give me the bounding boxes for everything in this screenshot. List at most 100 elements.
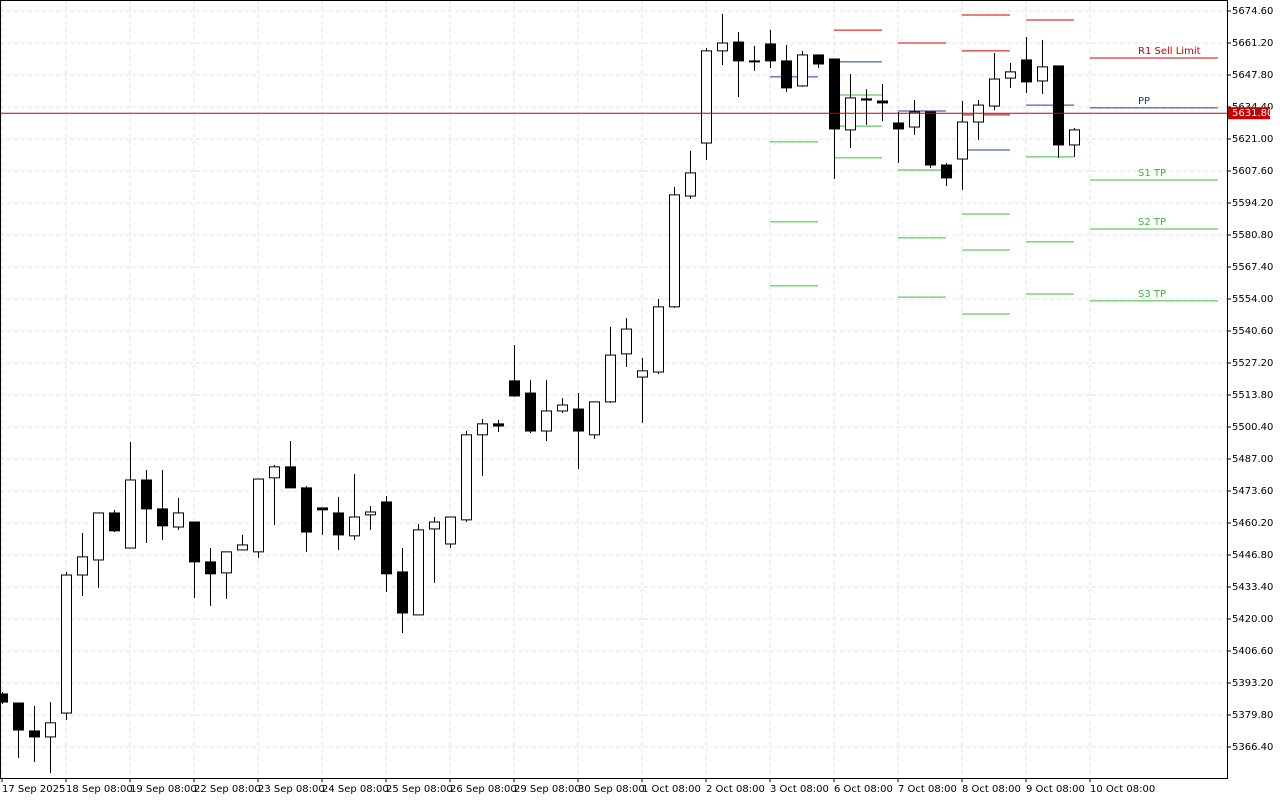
x-tick-label: 23 Sep 08:00: [258, 784, 325, 795]
candle-body: [1005, 71, 1016, 79]
candle-body: [1021, 59, 1032, 83]
candle-body: [141, 479, 152, 510]
candle-body: [909, 111, 920, 128]
y-tick-label: 5379.80: [1232, 710, 1273, 721]
y-tick-label: 5420.00: [1232, 614, 1273, 625]
y-tick-label: 5487.00: [1232, 454, 1273, 465]
y-tick-label: 5661.20: [1232, 38, 1273, 49]
y-tick-label: 5527.20: [1232, 358, 1273, 369]
candle-body: [285, 466, 296, 489]
axes-layer: 5674.605661.205647.805634.405621.005607.…: [0, 6, 1273, 795]
candle-body: [733, 41, 744, 62]
candle-body: [669, 194, 680, 308]
candle-body: [717, 42, 728, 52]
y-tick-label: 5460.20: [1232, 518, 1273, 529]
candle-body: [957, 121, 968, 160]
candle-body: [877, 100, 888, 104]
candles-layer: [0, 13, 1080, 773]
candle-body: [701, 50, 712, 144]
candle-body: [413, 529, 424, 616]
x-tick-label: 24 Sep 08:00: [322, 784, 389, 795]
x-tick-label: 26 Sep 08:00: [450, 784, 517, 795]
candle-body: [685, 172, 696, 197]
candle-body: [109, 512, 120, 532]
levels-layer: R1 Sell Limit PP S1 TP S2 TP S3 TP: [770, 14, 1218, 315]
candle-body: [253, 478, 264, 553]
candle-body: [637, 370, 648, 378]
candle-body: [893, 122, 904, 130]
x-tick-label: 25 Sep 08:00: [386, 784, 453, 795]
candle-body: [93, 512, 104, 561]
y-tick-label: 5500.40: [1232, 422, 1273, 433]
grid-layer: [0, 0, 1227, 778]
candle-body: [861, 98, 872, 101]
y-tick-label: 5621.00: [1232, 134, 1273, 145]
candle-body: [125, 479, 136, 549]
x-tick-label: 9 Oct 08:00: [1026, 784, 1085, 795]
candle-body: [557, 404, 568, 412]
candle-body: [205, 561, 216, 575]
x-tick-label: 2 Oct 08:00: [706, 784, 765, 795]
candle-body: [77, 556, 88, 576]
level-label: PP: [1138, 96, 1150, 107]
candle-body: [621, 328, 632, 355]
candle-body: [829, 58, 840, 130]
y-tick-label: 5580.80: [1232, 230, 1273, 241]
candle-body: [349, 516, 360, 537]
x-tick-label: 30 Sep 08:00: [578, 784, 645, 795]
candle-body: [589, 401, 600, 436]
x-tick-label: 7 Oct 08:00: [898, 784, 957, 795]
y-tick-label: 5513.80: [1232, 390, 1273, 401]
candle-body: [781, 60, 792, 89]
candle-body: [1053, 65, 1064, 146]
x-tick-label: 3 Oct 08:00: [770, 784, 829, 795]
candle-body: [749, 60, 760, 63]
x-tick-label: 29 Sep 08:00: [514, 784, 581, 795]
y-tick-label: 5554.00: [1232, 294, 1273, 305]
candle-body: [765, 43, 776, 62]
candle-body: [605, 354, 616, 403]
level-label: R1 Sell Limit: [1138, 46, 1201, 57]
candle-body: [173, 512, 184, 528]
candle-body: [989, 78, 1000, 107]
y-tick-label: 5674.60: [1232, 6, 1273, 17]
candle-body: [925, 111, 936, 166]
candle-body: [653, 306, 664, 373]
plot-frame: [0, 0, 1228, 779]
y-tick-label: 5473.60: [1232, 486, 1273, 497]
current-price-tag: [1228, 107, 1270, 120]
candle-body: [397, 571, 408, 614]
y-tick-label: 5433.40: [1232, 582, 1273, 593]
candle-body: [45, 722, 56, 738]
y-tick-label: 5366.40: [1232, 742, 1273, 753]
candle-body: [509, 380, 520, 397]
candle-body: [477, 423, 488, 436]
y-tick-label: 5607.60: [1232, 166, 1273, 177]
x-tick-label: 22 Sep 08:00: [194, 784, 261, 795]
x-tick-label: 17 Sep 2025: [2, 784, 65, 795]
y-tick-label: 5647.80: [1232, 70, 1273, 81]
candle-body: [541, 410, 552, 432]
current-price-label: 5631.80: [1232, 108, 1273, 119]
candle-body: [1037, 66, 1048, 82]
candle-body: [461, 434, 472, 521]
level-label: S3 TP: [1138, 289, 1166, 300]
candle-body: [237, 544, 248, 551]
y-tick-label: 5406.60: [1232, 646, 1273, 657]
candle-body: [189, 521, 200, 563]
candle-body: [157, 508, 168, 527]
candle-body: [1069, 129, 1080, 146]
candle-body: [573, 408, 584, 432]
x-tick-label: 18 Sep 08:00: [66, 784, 133, 795]
x-tick-label: 8 Oct 08:00: [962, 784, 1021, 795]
candle-body: [221, 551, 232, 574]
candle-body: [525, 392, 536, 432]
y-tick-label: 5393.20: [1232, 678, 1273, 689]
candle-body: [813, 54, 824, 65]
candle-body: [797, 54, 808, 87]
candle-body: [13, 702, 24, 731]
x-tick-label: 19 Sep 08:00: [130, 784, 197, 795]
